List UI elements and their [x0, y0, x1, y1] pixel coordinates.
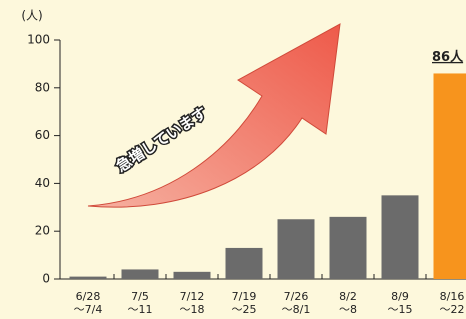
y-tick-label: 20 — [35, 224, 50, 238]
x-tick-label: 7/19 〜25 — [218, 290, 270, 316]
y-tick-label: 0 — [42, 272, 50, 286]
y-tick-label: 100 — [27, 33, 50, 47]
chart-svg: 急増しています (人) 0 20 40 60 80 100 86人 — [0, 0, 466, 319]
bar — [70, 277, 107, 279]
bar — [122, 269, 159, 279]
bar — [330, 217, 367, 279]
y-tick-label: 60 — [35, 128, 50, 142]
x-tick-label: 7/26 〜8/1 — [270, 290, 322, 316]
y-axis-label: (人) — [21, 9, 42, 23]
bar — [434, 73, 466, 279]
annotation: 急増しています — [113, 104, 210, 176]
bar — [226, 248, 263, 279]
x-tick-label: 8/16 〜22 — [426, 290, 466, 316]
y-tick-label: 80 — [35, 80, 50, 94]
bar — [174, 272, 211, 279]
x-tick-label: 8/9 〜15 — [374, 290, 426, 316]
x-tick-label: 6/28 〜7/4 — [62, 290, 114, 316]
x-tick-label: 8/2 〜8 — [322, 290, 374, 316]
x-tick-label: 7/5 〜11 — [114, 290, 166, 316]
y-tick-label: 40 — [35, 176, 50, 190]
bar — [382, 195, 419, 279]
bar — [278, 219, 315, 279]
x-tick-label: 7/12 〜18 — [166, 290, 218, 316]
arrow — [88, 24, 340, 207]
chart: 急増しています (人) 0 20 40 60 80 100 86人 6/28 〜7/47/5… — [0, 0, 466, 319]
value-label: 86人 — [432, 49, 464, 65]
